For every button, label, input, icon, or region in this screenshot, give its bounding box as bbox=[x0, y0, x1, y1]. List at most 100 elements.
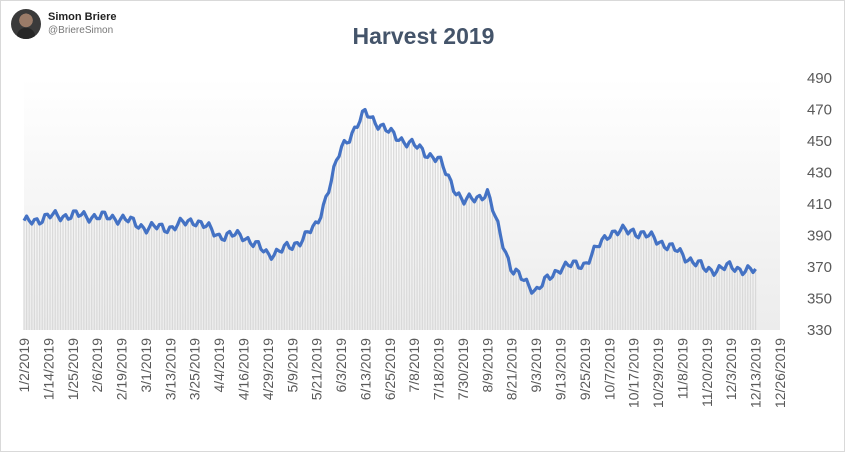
area-bar bbox=[721, 267, 723, 330]
area-bar bbox=[49, 217, 51, 330]
x-tick-label: 9/13/2019 bbox=[553, 338, 569, 400]
area-bar bbox=[515, 269, 517, 330]
chart-title: Harvest 2019 bbox=[352, 23, 495, 49]
area-bar bbox=[273, 255, 275, 330]
area-bar bbox=[520, 279, 522, 330]
area-bar bbox=[755, 269, 757, 330]
area-bar bbox=[184, 224, 187, 330]
area-bar bbox=[348, 142, 351, 330]
area-bar bbox=[617, 234, 619, 330]
area-bar bbox=[523, 280, 525, 330]
area-bar bbox=[166, 232, 168, 330]
area-bar bbox=[46, 214, 49, 330]
x-tick-label: 1/25/2019 bbox=[65, 338, 81, 400]
area-bar bbox=[554, 270, 556, 330]
area-bar bbox=[190, 218, 192, 330]
x-tick-label: 4/16/2019 bbox=[235, 338, 251, 400]
area-bar bbox=[387, 132, 390, 330]
area-bar bbox=[278, 251, 280, 330]
area-bar bbox=[88, 222, 90, 330]
area-bar bbox=[52, 214, 54, 330]
area-bar bbox=[544, 277, 546, 330]
area-bar bbox=[54, 210, 56, 330]
series-line bbox=[22, 107, 757, 295]
area-bar bbox=[447, 175, 449, 330]
area-bar bbox=[369, 117, 371, 330]
area-bar bbox=[728, 261, 731, 330]
area-bar bbox=[307, 231, 309, 330]
area-bar bbox=[377, 129, 379, 330]
area-bar bbox=[601, 239, 603, 330]
area-bar bbox=[67, 219, 69, 330]
area-bar bbox=[473, 201, 476, 330]
x-tick-label: 6/13/2019 bbox=[357, 338, 373, 400]
area-bar bbox=[507, 258, 509, 330]
area-bar bbox=[604, 235, 606, 330]
y-tick-label: 370 bbox=[807, 259, 832, 276]
area-bar bbox=[320, 217, 322, 330]
area-bar bbox=[328, 192, 330, 330]
area-bar bbox=[374, 124, 377, 330]
area-bar bbox=[564, 262, 567, 330]
x-tick-label: 3/13/2019 bbox=[162, 338, 178, 400]
area-bar bbox=[676, 251, 679, 330]
area-bar bbox=[538, 288, 541, 330]
avatar[interactable] bbox=[11, 9, 41, 39]
x-tick-label: 11/8/2019 bbox=[674, 338, 690, 399]
area-bar bbox=[408, 141, 410, 330]
area-bar bbox=[549, 279, 551, 330]
area-bar bbox=[122, 215, 124, 330]
area-bar bbox=[229, 231, 231, 330]
area-bar bbox=[150, 222, 153, 330]
area-bar bbox=[671, 243, 673, 330]
area-bar bbox=[450, 180, 452, 330]
author-handle[interactable]: @BriereSimon bbox=[48, 25, 114, 36]
area-bar bbox=[723, 269, 725, 330]
area-bar bbox=[130, 217, 132, 330]
area-bar bbox=[551, 276, 554, 330]
area-bar bbox=[674, 250, 676, 330]
area-bar bbox=[734, 271, 736, 330]
area-bar bbox=[59, 220, 62, 330]
area-bar bbox=[577, 267, 580, 330]
area-bar bbox=[57, 216, 59, 330]
area-bar bbox=[104, 212, 106, 330]
area-bar bbox=[296, 242, 298, 330]
area-bar bbox=[312, 225, 314, 330]
area-bar bbox=[106, 218, 108, 330]
area-bar bbox=[91, 217, 93, 330]
area-bar bbox=[124, 219, 127, 330]
y-tick-label: 350 bbox=[807, 291, 832, 308]
area-bar bbox=[749, 268, 752, 330]
area-bar bbox=[39, 223, 41, 330]
area-bar bbox=[346, 142, 348, 330]
area-bar bbox=[590, 255, 593, 330]
area-bar bbox=[96, 218, 98, 330]
area-bar bbox=[80, 214, 82, 330]
area-bar bbox=[713, 275, 715, 330]
area-bar bbox=[140, 224, 142, 330]
area-bar bbox=[528, 286, 530, 330]
area-bar bbox=[630, 230, 632, 330]
area-bar bbox=[739, 269, 741, 330]
area-bar bbox=[705, 271, 707, 330]
author-name[interactable]: Simon Briere bbox=[48, 11, 117, 23]
area-bar bbox=[301, 240, 304, 330]
area-bar bbox=[299, 245, 301, 330]
area-bar bbox=[153, 225, 155, 330]
area-bar bbox=[656, 244, 658, 330]
area-bar bbox=[627, 233, 629, 330]
area-bar bbox=[31, 224, 33, 330]
area-bar bbox=[439, 157, 442, 330]
area-bar bbox=[330, 181, 332, 330]
area-bar bbox=[200, 221, 202, 330]
area-bar bbox=[512, 274, 515, 330]
area-bar bbox=[611, 231, 614, 330]
area-bar bbox=[72, 210, 75, 330]
area-bar bbox=[242, 240, 244, 330]
x-tick-label: 7/30/2019 bbox=[455, 338, 471, 400]
x-tick-label: 10/29/2019 bbox=[650, 338, 666, 408]
area-bar bbox=[161, 224, 163, 330]
area-bar bbox=[210, 228, 213, 330]
area-bar bbox=[741, 274, 744, 330]
